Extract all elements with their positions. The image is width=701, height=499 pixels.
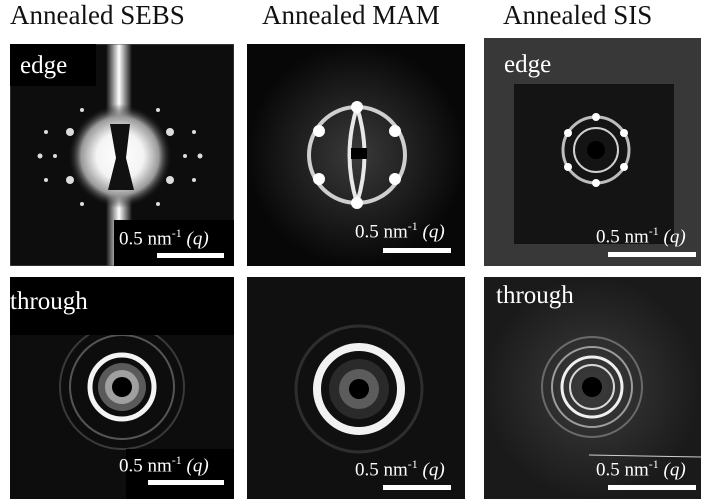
column-title-sebs: Annealed SEBS xyxy=(10,0,185,30)
diffraction-panel-sebs-through: through 0.5 nm-1 (q) xyxy=(10,277,234,499)
scale-bar-label: 0.5 nm-1 (q) xyxy=(596,457,686,481)
scale-bar xyxy=(148,480,224,485)
scale-bar-label: 0.5 nm-1 (q) xyxy=(119,453,209,477)
scale-bar-label: 0.5 nm-1 (q) xyxy=(119,226,209,250)
label-background xyxy=(10,277,234,335)
scale-bar-label: 0.5 nm-1 (q) xyxy=(596,224,686,248)
scale-bar xyxy=(383,485,451,490)
scale-bar xyxy=(383,248,451,253)
scale-background xyxy=(114,220,234,266)
label-background xyxy=(10,44,96,86)
panel-label-through: through xyxy=(496,282,574,309)
diffraction-panel-sis-edge: edge 0.5 nm-1 (q) xyxy=(484,38,701,266)
scale-bar xyxy=(608,485,696,490)
scale-bar-label: 0.5 nm-1 (q) xyxy=(355,457,445,481)
scale-bar-label: 0.5 nm-1 (q) xyxy=(355,219,445,243)
scale-bar xyxy=(157,253,224,258)
diffraction-panel-mam-through: 0.5 nm-1 (q) xyxy=(247,277,465,499)
panel-label-through: through xyxy=(10,288,88,315)
diffraction-panel-mam-edge: 0.5 nm-1 (q) xyxy=(247,44,465,266)
scale-bar xyxy=(608,252,696,257)
diffraction-panel-sebs-edge: edge 0.5 nm-1 (q) xyxy=(10,44,234,266)
scale-background xyxy=(126,449,234,499)
column-title-mam: Annealed MAM xyxy=(262,0,440,30)
diffraction-panel-sis-through: through 0.5 nm-1 (q) xyxy=(484,277,701,499)
panel-label-edge: edge xyxy=(20,52,68,79)
panel-label-edge: edge xyxy=(504,51,552,78)
column-title-sis: Annealed SIS xyxy=(503,0,653,30)
